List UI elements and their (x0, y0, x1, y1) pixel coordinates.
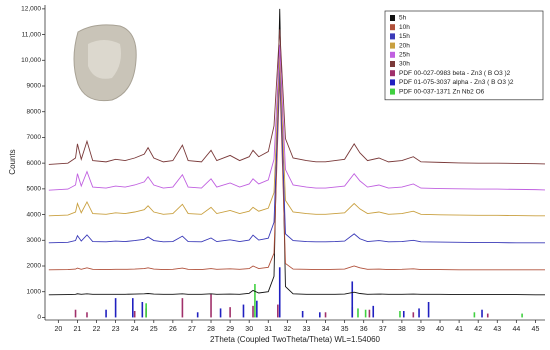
x-tick-label: 32 (283, 326, 291, 333)
x-tick-label: 31 (264, 326, 272, 333)
y-tick-label: 11,000 (22, 31, 42, 38)
legend-swatch (390, 79, 395, 86)
legend-swatch (390, 51, 395, 58)
legend-label: PDF 01-075-3037 alpha - Zn3 ( B O3 )2 (399, 79, 514, 86)
series-line (48, 8, 545, 296)
series-line (48, 55, 545, 217)
legend-box (384, 10, 544, 101)
x-tick-label: 24 (131, 326, 139, 333)
y-tick-label: 5000 (27, 186, 42, 193)
inset-photo (70, 18, 142, 106)
y-tick-label: 9000 (27, 83, 42, 90)
y-tick-label: 6000 (27, 160, 42, 167)
series-line (48, 65, 545, 244)
x-tick-label: 35 (341, 326, 349, 333)
legend-label: 15h (399, 33, 410, 40)
series-line (48, 29, 546, 165)
legend-swatch (390, 61, 395, 67)
x-tick-label: 26 (169, 326, 177, 333)
y-tick-label: 10,000 (21, 57, 41, 64)
x-tick-label: 42 (474, 326, 482, 333)
legend-swatch (390, 88, 395, 95)
x-tick-label: 28 (207, 326, 215, 333)
y-tick-label: 8000 (27, 108, 42, 115)
x-tick-label: 34 (322, 326, 330, 333)
x-tick-label: 29 (226, 326, 234, 333)
legend-label: PDF 00-027-0983 beta - Zn3 ( B O3 )2 (399, 70, 511, 77)
x-tick-label: 20 (54, 326, 62, 333)
x-tick-label: 30 (245, 326, 253, 333)
series-line (48, 75, 545, 271)
x-tick-label: 23 (112, 326, 120, 333)
legend-label: PDF 00-037-1371 Zn Nb2 O6 (399, 88, 485, 95)
y-tick-label: 12,000 (21, 6, 41, 13)
legend-label: 5h (399, 15, 407, 22)
y-axis-label: Counts (8, 149, 17, 174)
photo-highlight (88, 40, 121, 79)
y-tick-label: 2000 (27, 263, 42, 270)
y-tick-label: 0 (37, 314, 41, 321)
y-tick-label: 3000 (27, 237, 42, 244)
x-tick-label: 33 (303, 326, 311, 333)
legend-label: 30h (399, 61, 410, 68)
legend-label: 20h (399, 42, 410, 49)
y-tick-label: 4000 (27, 211, 42, 218)
legend: 5h 10h 15h 20h 25h 30h PDF 00-027-0983 beta - … (384, 10, 544, 101)
y-tick-label: 7000 (27, 134, 42, 141)
x-tick-label: 27 (188, 326, 196, 333)
x-tick-label: 25 (150, 326, 158, 333)
legend-label: 10h (399, 24, 410, 31)
legend-swatch (390, 42, 395, 49)
x-tick-label: 40 (436, 326, 444, 333)
legend-swatch (390, 70, 395, 77)
x-axis-label: 2Theta (Coupled TwoTheta/Theta) WL=1.540… (210, 335, 381, 344)
x-tick-label: 39 (417, 326, 425, 333)
legend-label: 25h (399, 52, 410, 59)
x-tick-label: 41 (455, 326, 463, 333)
x-tick-label: 37 (379, 326, 387, 333)
x-tick-label: 21 (74, 326, 82, 333)
legend-swatch (390, 24, 395, 31)
x-tick-label: 38 (398, 326, 406, 333)
x-tick-label: 45 (532, 326, 540, 333)
x-tick-label: 36 (360, 326, 368, 333)
y-tick-label: 1000 (27, 288, 42, 295)
legend-swatch (390, 33, 395, 40)
x-tick-label: 43 (493, 326, 501, 333)
x-tick-label: 22 (93, 326, 101, 333)
series-line (48, 44, 546, 191)
x-tick-label: 44 (512, 326, 520, 333)
legend-swatch (390, 15, 395, 21)
